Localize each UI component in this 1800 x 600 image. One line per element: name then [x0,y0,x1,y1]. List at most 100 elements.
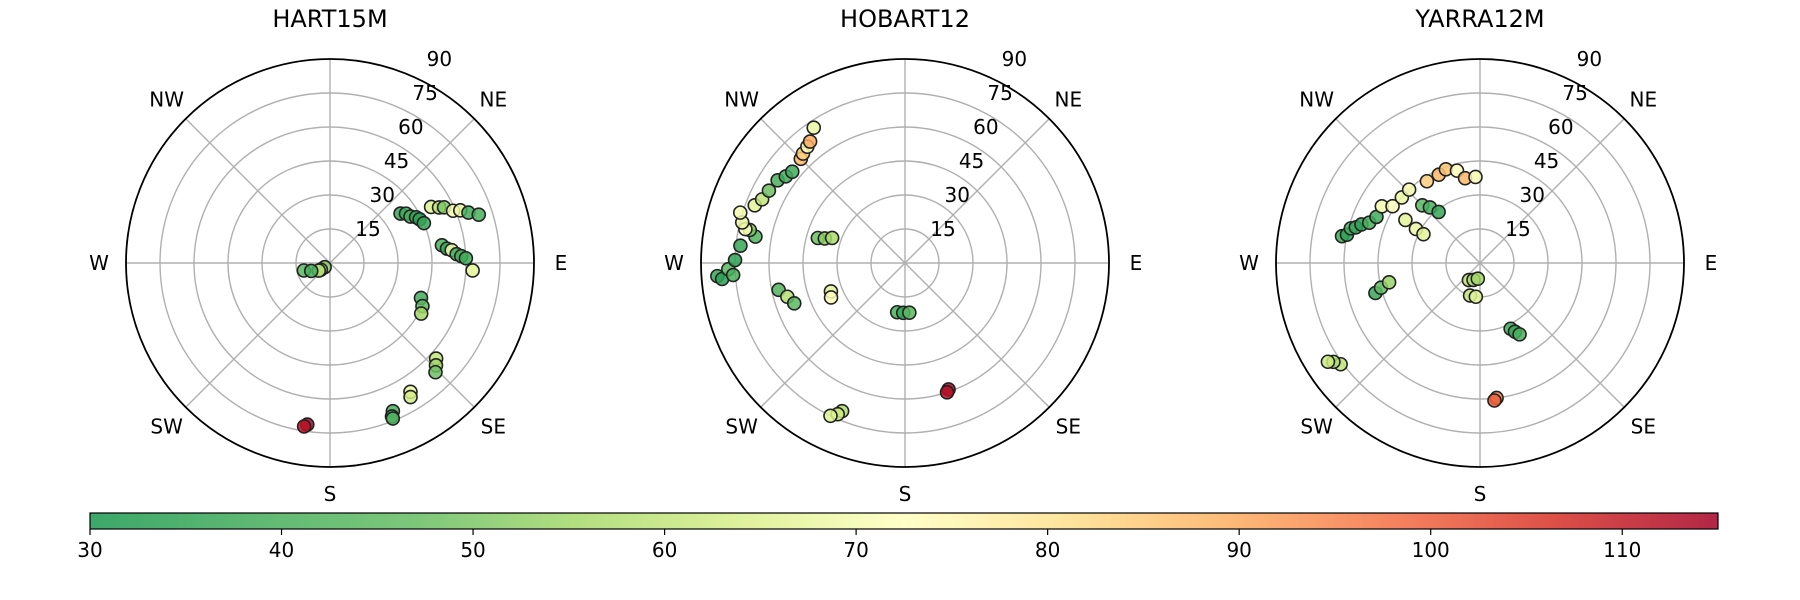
radial-tick-label: 45 [1534,149,1559,173]
radial-tick-label: 75 [412,81,437,105]
colorbar-tick-label: 40 [269,538,294,562]
data-point [1416,226,1431,242]
radial-tick-label: 30 [1520,183,1545,207]
colorbar-tick-label: 100 [1412,538,1450,562]
data-point [823,408,838,424]
data-point [428,364,443,380]
radial-tick-label: 90 [427,47,452,71]
radial-tick-label: 15 [930,217,955,241]
direction-label: S [324,482,337,506]
data-point [784,164,800,180]
colorbar-tick-label: 50 [460,538,485,562]
radial-tick-label: 75 [1562,81,1587,105]
grid-spoke [329,262,475,408]
direction-label: SW [1300,414,1333,438]
colorbar-tick-label: 110 [1603,538,1641,562]
panel-title: HOBART12 [840,5,970,33]
data-point [471,207,487,222]
data-point [761,183,777,198]
direction-label: E [1130,251,1143,275]
data-point [416,215,432,231]
direction-label: SW [150,414,183,438]
grid-spoke [760,118,906,264]
polar-frame [125,58,535,468]
direction-label: SE [481,414,506,438]
grid-spoke [185,262,331,408]
data-point [1381,275,1397,290]
data-point [403,389,418,405]
direction-label: NW [1299,88,1334,112]
data-point [1419,173,1435,189]
data-point [1385,198,1400,214]
panel-title: YARRA12M [1414,5,1544,33]
radial-tick-label: 30 [945,183,970,207]
direction-label: NE [1055,88,1083,112]
direction-label: E [555,251,568,275]
direction-label: W [664,251,684,275]
data-point [806,120,822,136]
direction-label: SW [725,414,758,438]
data-point [733,238,748,254]
data-point [1320,354,1336,370]
colorbar-tick-label: 60 [652,538,677,562]
radial-tick-label: 90 [1002,47,1027,71]
data-point [1401,182,1417,197]
direction-label: NE [480,88,508,112]
direction-label: E [1705,251,1718,275]
data-point [939,385,955,400]
direction-label: W [89,251,109,275]
grid-spoke [1335,262,1481,408]
direction-label: SE [1056,414,1081,438]
colorbar-tick-label: 90 [1226,538,1251,562]
direction-label: S [1474,482,1487,506]
grid-spoke [1479,118,1625,264]
colorbar-tick-label: 70 [843,538,868,562]
direction-label: W [1239,251,1259,275]
data-point [1487,393,1502,408]
radial-tick-label: 90 [1577,47,1602,71]
polar-panel-hart15m: HART15M NE E SE S SW W NW 15 30 45 60 75 90 [89,5,567,506]
data-point [725,267,741,283]
radial-tick-label: 45 [959,149,984,173]
polar-frame [1275,58,1685,468]
grid-spoke [329,118,475,264]
data-point [465,263,480,278]
colorbar-tick-label: 80 [1035,538,1060,562]
data-point [727,252,743,268]
grid-spoke [185,118,331,264]
data-point [802,134,818,149]
direction-label: NE [1630,88,1658,112]
data-point [902,305,917,320]
radial-tick-label: 60 [973,115,998,139]
radial-tick-label: 30 [370,183,395,207]
data-point [303,263,319,279]
data-point [1468,169,1483,185]
radial-tick-label: 75 [987,81,1012,105]
grid-spoke [1479,262,1625,408]
panel-title: HART15M [272,5,387,33]
grid-spoke [760,262,906,408]
data-point [786,296,802,311]
data-point [385,411,401,426]
data-point [1512,327,1527,342]
data-point [732,205,748,220]
colorbar: 30 40 50 60 70 80 90 100 110 [77,512,1719,562]
grid-spoke [904,118,1050,264]
direction-label: S [899,482,912,506]
data-point [1398,212,1413,228]
colorbar-bar [89,512,1719,530]
radial-tick-label: 15 [355,217,380,241]
polar-frame [700,58,1110,468]
data-point [458,250,474,266]
radial-tick-label: 60 [1548,115,1573,139]
direction-label: NW [724,88,759,112]
radial-tick-label: 15 [1505,217,1530,241]
colorbar-tick-label: 30 [77,538,102,562]
polar-panel-hobart12: HOBART12 NE E SE S SW W NW 15 30 45 60 75 90 [664,5,1142,506]
data-point [823,290,839,305]
radial-tick-label: 45 [384,149,409,173]
direction-label: NW [149,88,184,112]
polar-panel-yarra12m: YARRA12M NE E SE S SW W NW 15 30 45 60 75 90 [1239,5,1717,506]
data-point [1470,271,1486,287]
